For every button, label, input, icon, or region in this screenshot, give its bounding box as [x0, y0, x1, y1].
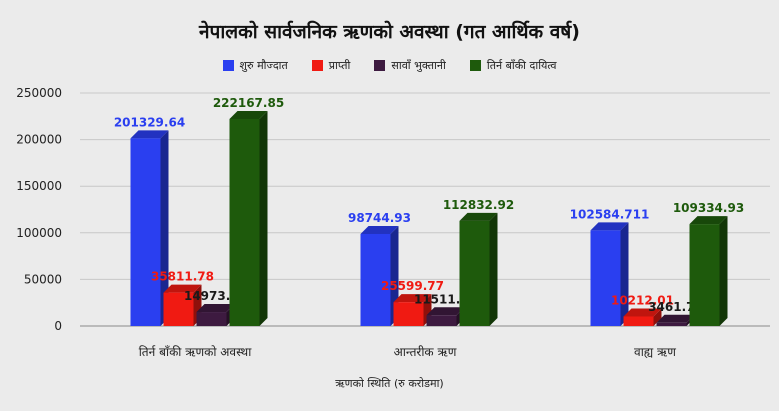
bar-top [426, 307, 465, 316]
y-tick-label: 150000 [16, 179, 62, 193]
bar-top [459, 212, 498, 221]
bar-side [160, 130, 169, 326]
bar-top [360, 225, 399, 234]
legend-swatch [222, 60, 234, 71]
x-tick-label: वाह्य ऋण [634, 345, 676, 359]
bar-side [653, 308, 662, 326]
y-tick-label: 200000 [16, 133, 62, 147]
data-label: 112832.92 [443, 198, 514, 212]
bar [459, 220, 490, 326]
x-tick-label: आन्तरीक ऋण [394, 345, 457, 359]
bar-top [393, 294, 432, 303]
bar [360, 233, 391, 326]
legend-swatch [469, 60, 481, 71]
legend: शुरु मौज्दात प्राप्ती सावाँ भुक्तानी तिर्न … [0, 58, 779, 73]
legend-item: प्राप्ती [311, 58, 351, 73]
bar-top [196, 304, 235, 313]
bar [229, 118, 260, 326]
x-axis-title: ऋणको स्थिति (रु करोडमा) [335, 377, 444, 390]
bar-side [719, 216, 728, 326]
legend-item: तिर्न बाँकी दायित्व [469, 58, 557, 73]
data-label: 98744.93 [348, 211, 411, 225]
legend-item: सावाँ भुक्तानी [374, 58, 446, 73]
data-label: 102584.711 [570, 207, 650, 221]
legend-label: तिर्न बाँकी दायित्व [486, 59, 557, 72]
bar-top [623, 308, 662, 317]
legend-label: प्राप्ती [328, 59, 351, 72]
data-label: 35811.78 [151, 270, 214, 284]
bar [689, 224, 720, 326]
legend-item: शुरु मौज्दात [222, 58, 288, 73]
legend-swatch [374, 60, 386, 71]
data-label: 201329.64 [114, 115, 185, 129]
legend-label: सावाँ भुक्तानी [391, 59, 446, 72]
data-label: 3461.79 [648, 300, 703, 314]
y-tick-label: 250000 [16, 86, 62, 100]
bar [393, 302, 424, 326]
y-tick-label: 50000 [24, 272, 62, 286]
bar-side [489, 212, 498, 326]
data-label: 109334.93 [673, 201, 744, 215]
bar [426, 315, 457, 326]
bar-top [656, 314, 695, 323]
bar [590, 230, 621, 326]
data-label: 25599.77 [381, 279, 444, 293]
y-tick-label: 0 [54, 319, 62, 333]
bar [656, 322, 687, 326]
bar-top [130, 130, 169, 139]
bar [623, 316, 654, 326]
bar-side [259, 110, 268, 326]
data-label: 10212.01 [611, 293, 674, 307]
bar-top [590, 222, 629, 231]
bar-top [689, 216, 728, 225]
bar [130, 138, 161, 326]
legend-swatch [311, 60, 323, 71]
y-tick-label: 100000 [16, 226, 62, 240]
bar [163, 292, 194, 326]
x-tick-label: तिर्न बाँकी ऋणको अवस्था [139, 345, 253, 359]
bar-side [620, 222, 629, 326]
bar-top [163, 284, 202, 293]
bar [196, 312, 227, 326]
bar-top [229, 110, 268, 119]
chart-title: नेपालको सार्वजनिक ऋणको अवस्था (गत आर्थिक… [199, 21, 580, 43]
legend-label: शुरु मौज्दात [239, 59, 288, 72]
data-label: 222167.85 [213, 96, 284, 110]
